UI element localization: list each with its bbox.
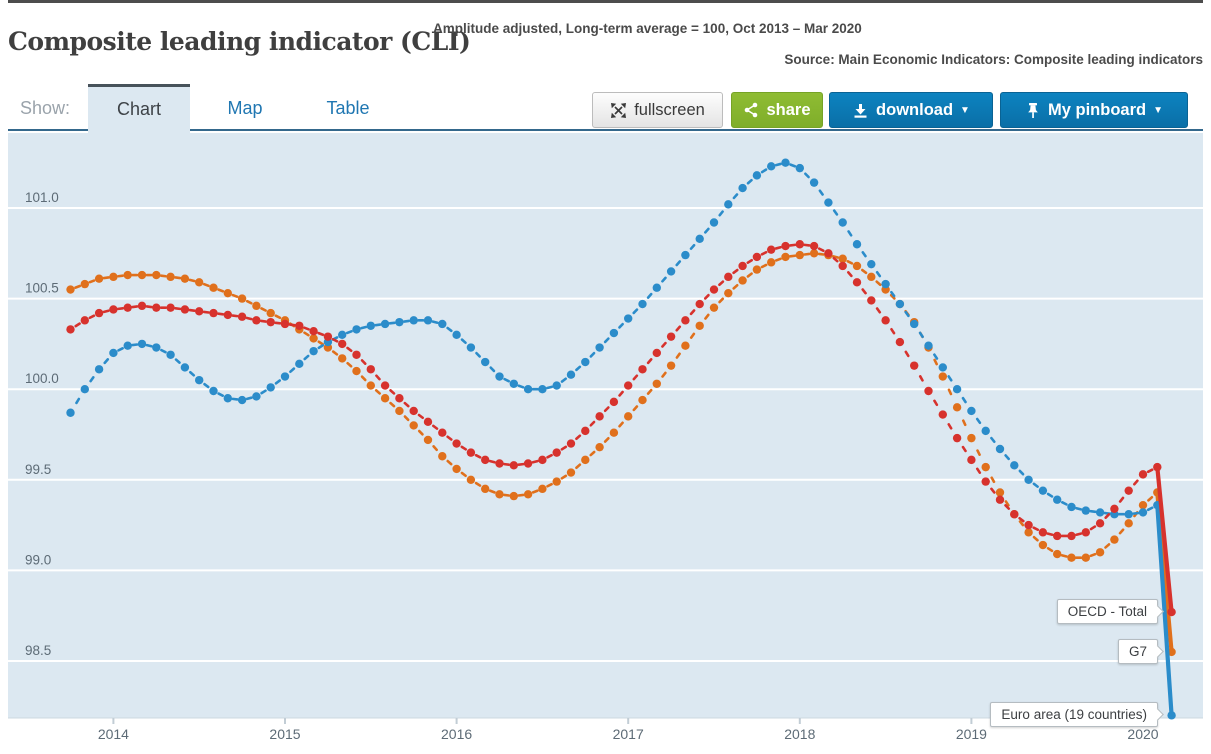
series-label-text: G7 [1128,644,1147,659]
share-button[interactable]: share [731,92,823,128]
download-caret-icon: ▼ [960,105,970,116]
svg-text:98.5: 98.5 [25,643,51,658]
page-title: Composite leading indicator (CLI) [8,26,471,56]
fullscreen-button[interactable]: fullscreen [592,92,723,128]
svg-text:2016: 2016 [441,726,472,742]
download-button[interactable]: download ▼ [829,92,993,128]
series-label-euro-area: Euro area (19 countries) [990,702,1164,727]
tab-table[interactable]: Table [326,98,370,118]
fullscreen-arrows-icon [610,102,627,119]
source-note: Source: Main Economic Indicators: Compos… [784,52,1203,67]
series-label-text: Euro area (19 countries) [1001,707,1147,722]
download-arrow-icon [852,102,869,119]
my-pinboard-button[interactable]: My pinboard ▼ [1000,92,1188,128]
pinboard-caret-icon: ▼ [1153,105,1163,116]
svg-text:101.0: 101.0 [25,190,59,205]
toolbar-underline [8,129,1203,131]
series-label-text: OECD - Total [1067,604,1147,619]
series-label-g7: G7 [1117,639,1164,664]
pinboard-button-label: My pinboard [1048,100,1147,119]
svg-text:99.0: 99.0 [25,552,51,567]
svg-text:2018: 2018 [784,726,815,742]
chart-subtitle: Amplitude adjusted, Long-term average = … [433,21,862,36]
svg-text:2014: 2014 [98,726,129,742]
svg-text:2017: 2017 [613,726,644,742]
fullscreen-button-label: fullscreen [634,100,705,119]
download-button-label: download [876,100,954,119]
tab-map[interactable]: Map [227,98,263,118]
share-button-label: share [766,100,811,119]
pushpin-icon [1025,102,1041,119]
top-divider [8,0,1203,3]
svg-text:2015: 2015 [269,726,300,742]
svg-text:100.0: 100.0 [25,371,59,386]
svg-text:99.5: 99.5 [25,462,51,477]
series-label-oecd-total: OECD - Total [1056,599,1164,624]
show-label: Show: [20,98,71,118]
share-nodes-icon [743,102,759,118]
svg-text:2019: 2019 [956,726,987,742]
tab-chart[interactable]: Chart [88,84,190,136]
svg-text:2020: 2020 [1127,726,1158,742]
svg-text:100.5: 100.5 [25,281,59,296]
